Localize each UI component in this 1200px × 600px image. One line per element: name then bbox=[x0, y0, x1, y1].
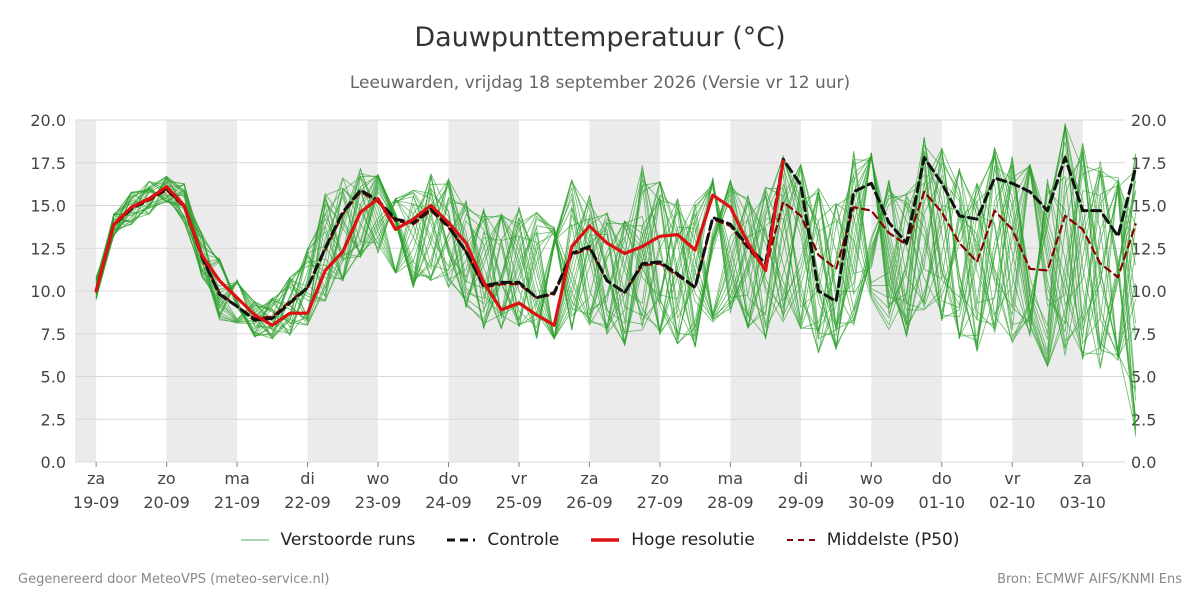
x-tick-date: 19-09 bbox=[73, 493, 120, 512]
legend-item-hires[interactable]: Hoge resolutie bbox=[591, 530, 755, 550]
legend-item-ensemble[interactable]: Verstoorde runs bbox=[240, 530, 416, 550]
x-tick-date: 27-09 bbox=[637, 493, 684, 512]
x-tick-date: 02-10 bbox=[989, 493, 1036, 512]
ensemble-run-line bbox=[95, 124, 1137, 434]
ensemble-run-line bbox=[95, 150, 1137, 401]
y-tick-label: 15.0 bbox=[1131, 197, 1167, 216]
x-tick-day: za bbox=[87, 469, 105, 488]
x-tick-day: do bbox=[932, 469, 952, 488]
y-tick-label: 20.0 bbox=[30, 111, 66, 130]
y-tick-label: 10.0 bbox=[1131, 282, 1167, 301]
legend-swatch-hires bbox=[591, 538, 620, 542]
y-tick-label: 17.5 bbox=[30, 154, 66, 173]
y-axis-left: 0.0 2.5 5.0 7.5 10.0 12.5 15.0 17.5 20.0 bbox=[30, 111, 66, 472]
legend-label-control: Controle bbox=[487, 530, 560, 550]
legend-swatch-control bbox=[447, 538, 476, 542]
series-line-hoge-resolutie bbox=[94, 159, 785, 327]
legend-swatch-median bbox=[786, 539, 815, 541]
y-tick-label: 0.0 bbox=[41, 453, 66, 472]
footer-generator: Gegenereerd door MeteoVPS (meteo-service… bbox=[18, 572, 330, 587]
x-tick-date: 24-09 bbox=[425, 493, 472, 512]
legend: Verstoorde runs Controle Hoge resolutie … bbox=[0, 530, 1200, 550]
y-tick-label: 2.5 bbox=[41, 410, 66, 429]
legend-item-control[interactable]: Controle bbox=[447, 530, 559, 550]
chart-subtitle: Leeuwarden, vrijdag 18 september 2026 (V… bbox=[349, 73, 851, 93]
footer-source: Bron: ECMWF AIFS/KNMI Ens bbox=[997, 572, 1182, 587]
ensemble-run-line bbox=[95, 147, 1137, 425]
x-tick-date: 21-09 bbox=[214, 493, 261, 512]
legend-item-median[interactable]: Middelste (P50) bbox=[786, 530, 960, 550]
legend-label-ensemble: Verstoorde runs bbox=[280, 530, 416, 550]
ensemble-run-line bbox=[95, 155, 1137, 357]
main-series bbox=[94, 156, 1138, 327]
ensemble-run-line bbox=[95, 123, 1137, 431]
x-tick-day: vr bbox=[511, 469, 527, 488]
y-tick-label: 2.5 bbox=[1131, 410, 1156, 429]
y-tick-label: 5.0 bbox=[1131, 368, 1156, 387]
x-tick-day: ma bbox=[718, 469, 743, 488]
x-tick-date: 01-10 bbox=[919, 493, 966, 512]
dewpoint-chart: 0.0 2.5 5.0 7.5 10.0 12.5 15.0 17.5 20.0 0.0 2.5 5… bbox=[30, 111, 1167, 512]
x-tick-date: 30-09 bbox=[848, 493, 895, 512]
x-tick-date: 25-09 bbox=[496, 493, 543, 512]
ensemble-run-line bbox=[95, 137, 1137, 350]
y-tick-label: 10.0 bbox=[30, 282, 66, 301]
x-tick-date: 22-09 bbox=[284, 493, 331, 512]
x-tick-day: zo bbox=[651, 469, 669, 488]
series-line-controle bbox=[94, 156, 1138, 322]
x-tick-date: 23-09 bbox=[355, 493, 402, 512]
legend-label-hires: Hoge resolutie bbox=[631, 530, 755, 550]
ensemble-run-line bbox=[95, 127, 1137, 357]
x-tick-day: vr bbox=[1004, 469, 1020, 488]
y-axis-right: 0.0 2.5 5.0 7.5 10.0 12.5 15.0 17.5 20.0 bbox=[1131, 111, 1167, 472]
legend-label-median: Middelste (P50) bbox=[826, 530, 960, 550]
x-tick-date: 28-09 bbox=[707, 493, 754, 512]
x-tick-day: di bbox=[794, 469, 809, 488]
x-tick-date: 26-09 bbox=[566, 493, 613, 512]
y-tick-label: 17.5 bbox=[1131, 154, 1167, 173]
y-tick-label: 7.5 bbox=[41, 325, 66, 344]
x-tick-day: wo bbox=[367, 469, 390, 488]
x-tick-day: di bbox=[300, 469, 315, 488]
y-tick-label: 15.0 bbox=[30, 197, 66, 216]
ensemble-run-line bbox=[95, 155, 1137, 349]
grid-lines bbox=[75, 119, 1125, 463]
y-tick-label: 7.5 bbox=[1131, 325, 1156, 344]
x-tick-day: za bbox=[1074, 469, 1092, 488]
legend-swatch-ensemble bbox=[240, 539, 269, 541]
y-tick-label: 0.0 bbox=[1131, 453, 1156, 472]
ensemble-run-line bbox=[95, 153, 1137, 367]
y-tick-label: 12.5 bbox=[1131, 239, 1167, 258]
x-tick-date: 29-09 bbox=[778, 493, 825, 512]
x-tick-date: 03-10 bbox=[1059, 493, 1106, 512]
x-tick-day: ma bbox=[224, 469, 249, 488]
y-tick-label: 20.0 bbox=[1131, 111, 1167, 130]
x-tick-day: do bbox=[439, 469, 459, 488]
chart-title: Dauwpunttemperatuur (°C) bbox=[414, 22, 786, 53]
y-tick-label: 12.5 bbox=[30, 239, 66, 258]
x-tick-date: 20-09 bbox=[143, 493, 190, 512]
x-tick-day: zo bbox=[158, 469, 176, 488]
y-tick-label: 5.0 bbox=[41, 368, 66, 387]
x-tick-day: wo bbox=[860, 469, 883, 488]
ensemble-run-line bbox=[95, 155, 1137, 368]
ensemble-runs bbox=[95, 123, 1137, 437]
x-axis: za 19-09 zo 20-09 ma 21-09 di 22-09 wo 23-09 do 24-… bbox=[73, 462, 1106, 512]
x-tick-day: za bbox=[580, 469, 598, 488]
